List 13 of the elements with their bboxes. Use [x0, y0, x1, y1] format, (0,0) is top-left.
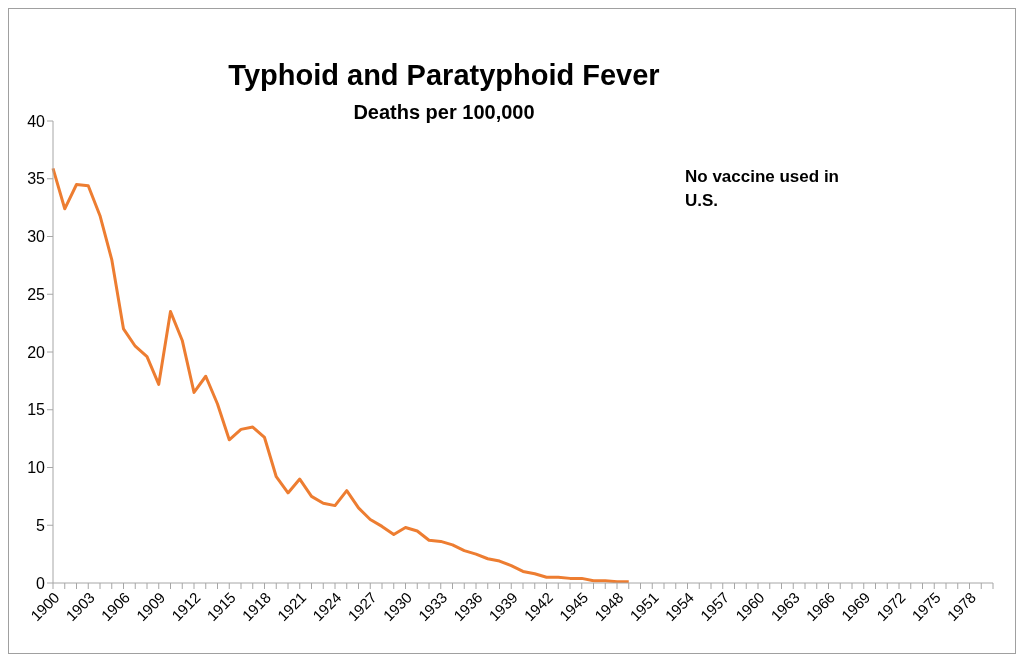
y-tick-label: 0 — [36, 574, 46, 592]
y-tick-label: 20 — [27, 343, 46, 361]
y-tick-label: 40 — [27, 112, 46, 130]
line-series — [51, 166, 631, 583]
y-tick-label: 25 — [27, 285, 46, 303]
chart-subtitle: Deaths per 100,000 — [353, 101, 535, 123]
y-tick-label: 15 — [27, 401, 46, 419]
chart-title: Typhoid and Paratyphoid Fever — [227, 59, 661, 92]
y-tick-label: 5 — [36, 516, 46, 534]
y-tick-label: 30 — [27, 228, 46, 246]
annotation: No vaccine used in U.S. — [685, 166, 840, 212]
y-tick-label: 10 — [27, 459, 46, 477]
y-tick-label: 35 — [27, 170, 46, 188]
